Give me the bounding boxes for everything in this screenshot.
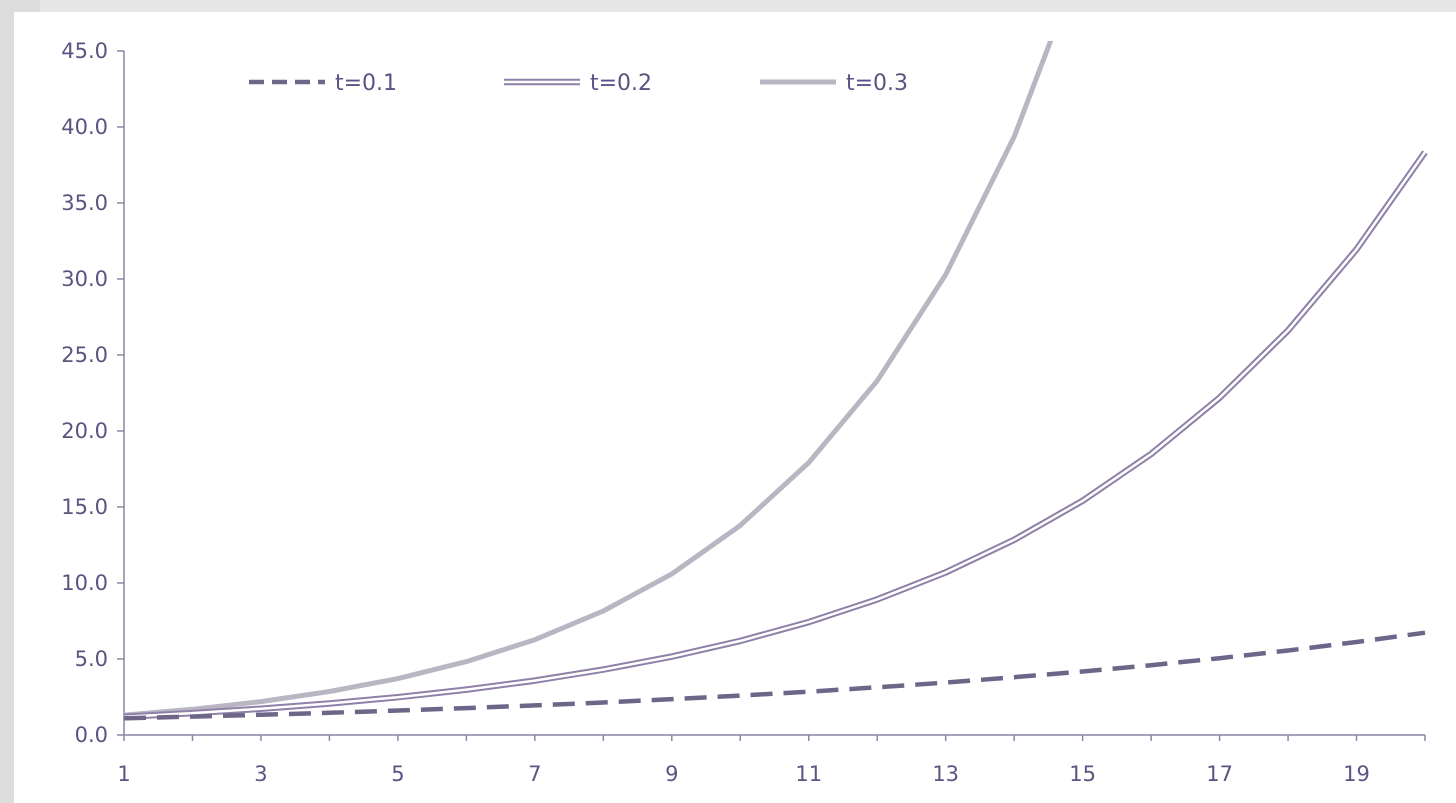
series-lines: [124, 41, 1428, 721]
x-tick-label: 1: [117, 762, 130, 786]
y-tick-label: 20.0: [61, 419, 108, 443]
y-tick-label: 15.0: [61, 495, 108, 519]
series-t=0.2-group: [124, 150, 1428, 721]
series-line-t=0.2: [124, 151, 1427, 719]
legend-item-t=0.1: t=0.1: [249, 71, 397, 96]
series-line-t=0.3: [124, 41, 1054, 718]
y-tick-label: 30.0: [61, 267, 108, 291]
x-tick-label: 17: [1206, 762, 1233, 786]
line-chart: 0.05.010.015.020.025.030.035.040.045.01 3…: [61, 39, 1428, 786]
window-frame-left: [0, 0, 14, 803]
y-tick-label: 5.0: [75, 647, 108, 671]
x-tick-label: 11: [795, 762, 822, 786]
x-tick-label: 7: [528, 762, 541, 786]
legend-item-t=0.2: t=0.2: [504, 71, 652, 96]
x-tick-label: 3: [254, 762, 267, 786]
x-tick-label: 5: [391, 762, 404, 786]
y-tick-label: 10.0: [61, 571, 108, 595]
x-tick-label: 15: [1069, 762, 1096, 786]
y-tick-label: 25.0: [61, 343, 108, 367]
y-tick-label: 40.0: [61, 115, 108, 139]
chart-area: 0.0 5.0 10.0 15.0 20.0 25.0 30.0 35.0 40.0 45.0 1 3…: [14, 28, 1456, 803]
legend-label: t=0.3: [846, 71, 908, 96]
y-tick-label: 0.0: [75, 723, 108, 747]
x-tick-label: 19: [1343, 762, 1370, 786]
window-frame-tab: [40, 0, 1456, 12]
legend-item-t=0.3: t=0.3: [760, 71, 908, 96]
x-tick-label: 13: [932, 762, 959, 786]
series-t=0.1-group: [124, 630, 1426, 721]
series-t=0.3-group: [124, 41, 1054, 718]
legend-label: t=0.2: [590, 71, 652, 96]
legend: t=0.1 t=0.2 t=0.3: [249, 71, 908, 96]
axes: 0.05.010.015.020.025.030.035.040.045.01 3…: [61, 39, 1426, 786]
series-line-t=0.1: [124, 630, 1426, 721]
y-tick-label: 35.0: [61, 191, 108, 215]
y-tick-label: 45.0: [61, 39, 108, 63]
legend-label: t=0.1: [335, 71, 397, 96]
x-tick-label: 9: [665, 762, 678, 786]
